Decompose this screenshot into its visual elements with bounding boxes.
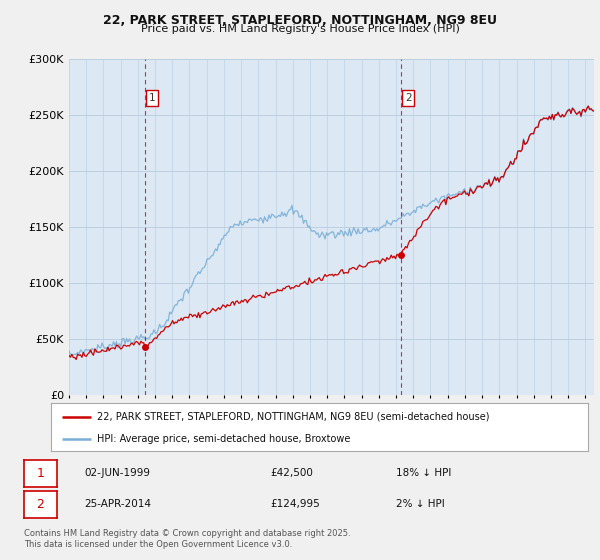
Text: 22, PARK STREET, STAPLEFORD, NOTTINGHAM, NG9 8EU (semi-detached house): 22, PARK STREET, STAPLEFORD, NOTTINGHAM,… [97, 412, 489, 422]
Text: £124,995: £124,995 [270, 499, 320, 509]
Text: 25-APR-2014: 25-APR-2014 [84, 499, 151, 509]
Text: 2: 2 [37, 498, 44, 511]
Text: £42,500: £42,500 [270, 468, 313, 478]
Text: 22, PARK STREET, STAPLEFORD, NOTTINGHAM, NG9 8EU: 22, PARK STREET, STAPLEFORD, NOTTINGHAM,… [103, 14, 497, 27]
Text: 1: 1 [37, 467, 44, 480]
Text: 2% ↓ HPI: 2% ↓ HPI [396, 499, 445, 509]
Text: 18% ↓ HPI: 18% ↓ HPI [396, 468, 451, 478]
Text: Contains HM Land Registry data © Crown copyright and database right 2025.
This d: Contains HM Land Registry data © Crown c… [24, 529, 350, 549]
Text: 1: 1 [149, 93, 155, 103]
Text: 2: 2 [405, 93, 412, 103]
Text: 02-JUN-1999: 02-JUN-1999 [84, 468, 150, 478]
Text: HPI: Average price, semi-detached house, Broxtowe: HPI: Average price, semi-detached house,… [97, 434, 350, 444]
Text: Price paid vs. HM Land Registry's House Price Index (HPI): Price paid vs. HM Land Registry's House … [140, 24, 460, 34]
